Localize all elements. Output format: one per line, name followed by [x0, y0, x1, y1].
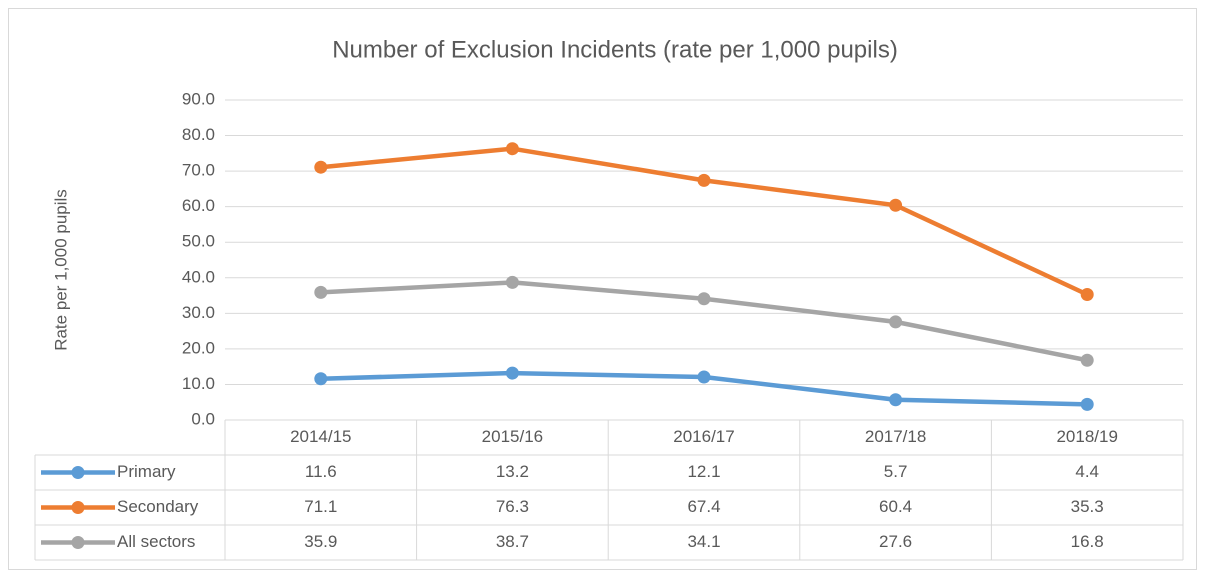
- table-value: 4.4: [1075, 462, 1099, 481]
- data-point: [505, 366, 519, 380]
- data-point: [1080, 287, 1094, 301]
- y-tick-label: 30.0: [182, 303, 215, 322]
- data-point: [314, 160, 328, 174]
- table-value: 38.7: [496, 532, 529, 551]
- data-point: [505, 275, 519, 289]
- table-value: 5.7: [884, 462, 908, 481]
- data-point: [889, 315, 903, 329]
- y-tick-label: 70.0: [182, 161, 215, 180]
- table-value: 67.4: [687, 497, 720, 516]
- x-tick-label: 2016/17: [673, 427, 734, 446]
- table-value: 35.3: [1071, 497, 1104, 516]
- table-value: 71.1: [304, 497, 337, 516]
- data-point: [1080, 397, 1094, 411]
- data-point: [697, 173, 711, 187]
- x-tick-label: 2014/15: [290, 427, 351, 446]
- table-value: 35.9: [304, 532, 337, 551]
- y-tick-label: 40.0: [182, 267, 215, 286]
- y-axis-label: Rate per 1,000 pupils: [51, 189, 70, 351]
- chart-title: Number of Exclusion Incidents (rate per …: [332, 36, 898, 63]
- legend-marker: [71, 501, 85, 514]
- series-line: [320, 146, 1089, 297]
- legend-label: All sectors: [117, 532, 195, 551]
- x-tick-label: 2018/19: [1056, 427, 1117, 446]
- y-tick-label: 90.0: [182, 89, 215, 108]
- table-value: 76.3: [496, 497, 529, 516]
- table-value: 13.2: [496, 462, 529, 481]
- y-tick-label: 60.0: [182, 196, 215, 215]
- table-value: 27.6: [879, 532, 912, 551]
- y-tick-label: 0.0: [191, 409, 215, 428]
- legend-marker: [71, 466, 85, 479]
- data-point: [889, 198, 903, 212]
- y-tick-label: 80.0: [182, 125, 215, 144]
- data-point: [505, 142, 519, 156]
- data-point: [697, 370, 711, 384]
- table-value: 12.1: [687, 462, 720, 481]
- data-point: [314, 285, 328, 299]
- y-tick-label: 20.0: [182, 338, 215, 357]
- data-point: [314, 372, 328, 386]
- x-tick-label: 2015/16: [482, 427, 543, 446]
- legend-label: Primary: [117, 462, 176, 481]
- data-point: [1080, 353, 1094, 367]
- x-tick-label: 2017/18: [865, 427, 926, 446]
- data-point: [889, 393, 903, 407]
- table-value: 16.8: [1071, 532, 1104, 551]
- table-value: 11.6: [305, 462, 337, 481]
- y-tick-label: 10.0: [182, 374, 215, 393]
- table-value: 60.4: [879, 497, 912, 516]
- chart-border: [8, 8, 1197, 570]
- table-value: 34.1: [687, 532, 720, 551]
- legend-marker: [71, 536, 85, 549]
- y-tick-label: 50.0: [182, 232, 215, 251]
- legend-label: Secondary: [117, 497, 199, 516]
- data-point: [697, 292, 711, 306]
